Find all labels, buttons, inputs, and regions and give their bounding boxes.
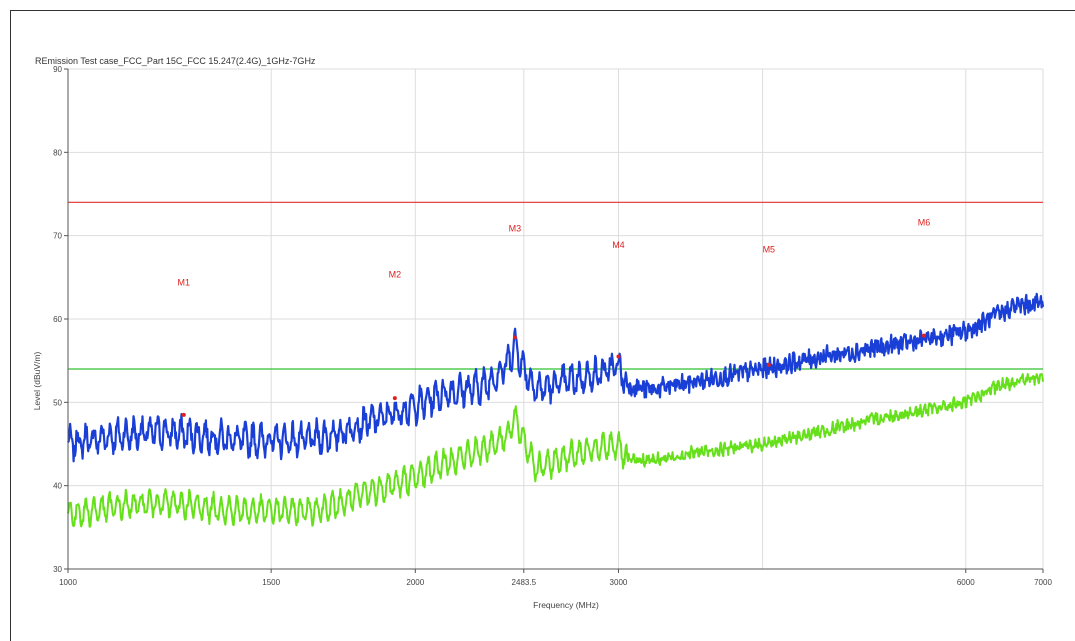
y-tick-label: 70: [53, 232, 62, 241]
x-tick-label: 3000: [610, 578, 628, 587]
marker-label: M4: [612, 240, 625, 250]
emission-chart: REmission Test case_FCC_Part 15C_FCC 15.…: [32, 56, 1052, 610]
marker-label: M6: [918, 218, 931, 228]
series-line: [67, 292, 1045, 463]
y-tick-label: 30: [53, 565, 62, 574]
marker-point: [766, 362, 771, 367]
x-tick-label: 7000: [1034, 578, 1052, 587]
x-tick-label: 6000: [957, 578, 975, 587]
x-tick-label: 2483.5: [512, 578, 537, 587]
y-tick-label: 50: [53, 398, 62, 407]
series-layer: [67, 292, 1045, 528]
series-line: [67, 373, 1044, 528]
x-tick-label: 2000: [406, 578, 424, 587]
marker-label: M1: [178, 278, 191, 288]
marker-point: [921, 333, 926, 338]
marker-label: M5: [763, 244, 776, 254]
marker-point: [512, 335, 517, 340]
y-axis-label: Level (dBuV/m): [32, 352, 42, 411]
marker-point: [616, 354, 621, 359]
axes: 30 40 50 60 70 80 90 1000 1500 2000 2483.5 3000 6000…: [53, 65, 1052, 587]
limit-lines: [68, 201, 1043, 370]
chart-title: REmission Test case_FCC_Part 15C_FCC 15.…: [35, 56, 316, 66]
marker-point: [392, 396, 397, 401]
y-tick-label: 60: [53, 315, 62, 324]
marker-label: M2: [389, 269, 402, 279]
chart-panel: REmission Test case_FCC_Part 15C_FCC 15.…: [10, 10, 1075, 641]
marker-label: M3: [509, 224, 522, 234]
y-tick-label: 80: [53, 148, 62, 157]
x-axis-label: Frequency (MHz): [533, 600, 599, 610]
marker-point: [181, 412, 186, 417]
y-tick-label: 90: [53, 65, 62, 74]
markers-layer: M1 M2 M3 M4 M5 M6: [178, 218, 931, 417]
x-tick-label: 1000: [59, 578, 77, 587]
x-tick-label: 1500: [262, 578, 280, 587]
y-tick-label: 40: [53, 482, 62, 491]
